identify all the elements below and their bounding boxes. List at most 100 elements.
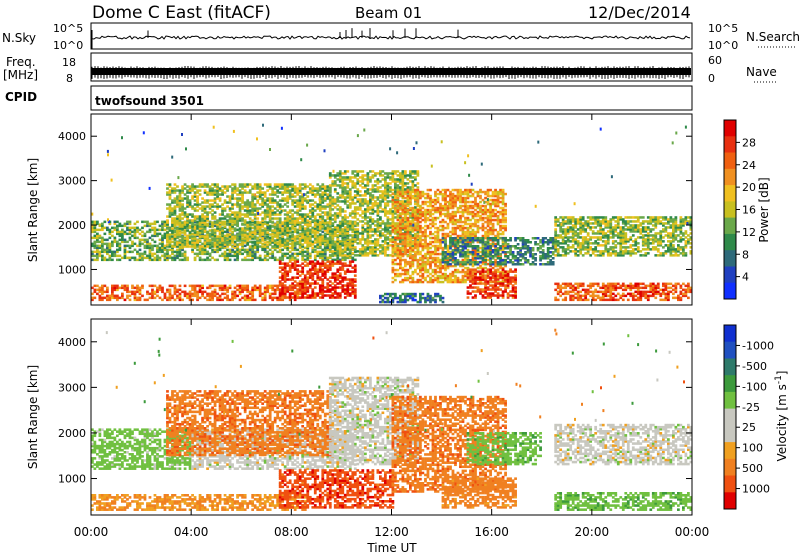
- data-cell: [306, 245, 310, 248]
- data-cell: [278, 183, 282, 186]
- data-cell: [196, 239, 199, 242]
- data-cell: [258, 288, 262, 292]
- data-cell: [353, 220, 357, 224]
- data-cell: [366, 254, 370, 257]
- data-cell: [186, 239, 189, 242]
- data-cell: [283, 280, 287, 283]
- data-cell: [351, 200, 355, 203]
- data-cell: [183, 223, 187, 226]
- data-cell: [303, 286, 307, 290]
- data-cell: [394, 246, 397, 250]
- data-cell: [328, 220, 332, 223]
- data-cell: [251, 286, 255, 290]
- data-cell: [263, 227, 267, 230]
- data-cell: [338, 222, 342, 225]
- data-cell: [331, 262, 335, 265]
- data-cell: [168, 205, 172, 208]
- data-cell: [318, 215, 322, 218]
- data-cell: [301, 215, 305, 218]
- data-cell: [321, 199, 325, 202]
- data-cell: [111, 252, 114, 256]
- data-cell: [218, 241, 222, 244]
- data-cell: [138, 286, 142, 290]
- data-cell: [123, 256, 127, 260]
- data-cell: [326, 185, 330, 188]
- data-cell: [166, 227, 169, 230]
- data-cell: [268, 239, 272, 242]
- data-cell: [374, 228, 377, 231]
- data-cell: [138, 296, 142, 300]
- data-cell: [201, 215, 204, 218]
- data-cell: [231, 294, 234, 298]
- data-cell: [366, 188, 370, 191]
- data-cell: [226, 228, 229, 232]
- data-cell: [301, 270, 305, 273]
- data-cell: [358, 194, 362, 197]
- data-cell: [201, 286, 204, 290]
- data-cell: [386, 242, 390, 245]
- data-cell: [268, 292, 272, 296]
- data-cell: [321, 256, 325, 260]
- data-cell: [188, 225, 192, 228]
- data-cell: [293, 260, 297, 263]
- data-cell: [308, 262, 312, 265]
- data-cell: [111, 292, 114, 296]
- data-cell: [216, 185, 219, 188]
- data-cell: [298, 282, 302, 285]
- data-cell: [273, 207, 277, 210]
- data-cell: [236, 288, 239, 292]
- data-cell: [118, 258, 122, 262]
- data-cell: [251, 209, 255, 212]
- data-cell: [301, 187, 305, 190]
- data-cell: [296, 209, 300, 212]
- data-cell: [331, 276, 335, 279]
- data-cell: [253, 226, 257, 230]
- data-cell: [271, 235, 275, 238]
- data-cell: [308, 260, 312, 263]
- data-cell: [323, 193, 327, 196]
- data-cell: [356, 234, 360, 237]
- data-cell: [353, 246, 357, 249]
- data-cell: [191, 187, 194, 190]
- data-cell: [216, 203, 219, 206]
- data-cell: [158, 246, 162, 250]
- data-cell: [261, 292, 265, 296]
- data-cell: [191, 245, 194, 248]
- data-cell: [176, 241, 179, 244]
- data-cell: [318, 270, 322, 273]
- data-cell: [404, 204, 407, 208]
- data-cell: [148, 292, 152, 296]
- data-cell: [348, 292, 352, 295]
- data-cell: [333, 190, 337, 193]
- data-cell: [336, 214, 340, 217]
- data-cell: [183, 252, 187, 256]
- data-cell: [261, 205, 265, 208]
- data-cell: [253, 254, 257, 258]
- data-cell: [96, 288, 99, 292]
- data-cell: [298, 185, 302, 188]
- data-cell: [353, 190, 357, 193]
- data-cell: [268, 252, 272, 256]
- data-cell: [338, 244, 342, 248]
- data-cell: [208, 220, 212, 224]
- data-cell: [364, 212, 367, 215]
- data-cell: [243, 258, 247, 262]
- data-cell: [191, 232, 194, 236]
- data-cell: [364, 178, 367, 181]
- data-cell: [291, 286, 295, 289]
- data-cell: [133, 298, 137, 302]
- data-cell: [223, 288, 227, 292]
- data-cell: [158, 232, 162, 236]
- data-cell: [186, 229, 189, 232]
- data-cell: [258, 221, 262, 224]
- data-cell: [238, 227, 242, 230]
- data-cell: [258, 235, 262, 238]
- data-cell: [286, 222, 290, 226]
- data-cell: [288, 209, 292, 212]
- data-cell: [221, 241, 224, 244]
- data-cell: [231, 211, 234, 214]
- data-cell: [336, 172, 340, 175]
- data-cell: [268, 284, 272, 288]
- data-cell: [173, 213, 177, 216]
